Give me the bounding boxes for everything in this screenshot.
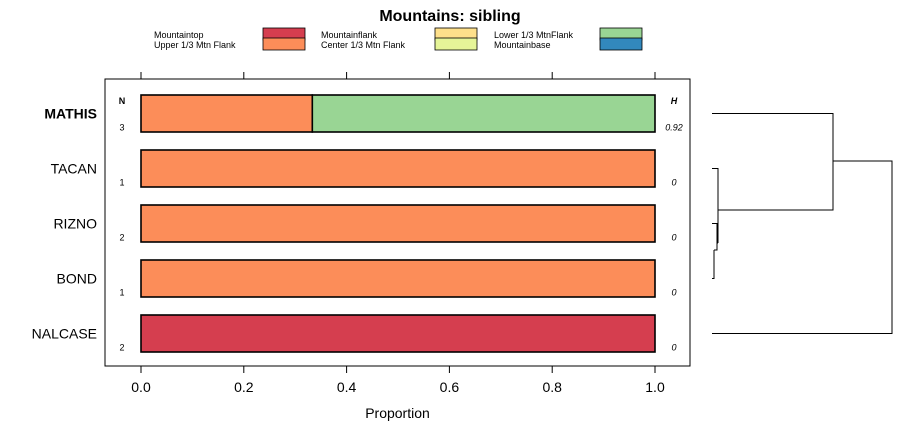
legend-swatch-center-1-3-mtn-flank [434,37,478,51]
n-column-header: N [119,96,126,106]
dendrogram-branch-mathis [712,113,834,161]
x-tick-label: 0.0 [131,379,151,395]
bar-segment-mathis-upper-1-3-mtn-flank [140,94,314,133]
plot-frame [104,78,691,367]
bars [140,94,656,353]
row-label-tacan: TACAN [51,161,97,177]
legend-label-mountainflank: Mountainflank [321,30,378,40]
chart-title: Mountains: sibling [379,8,520,25]
legend-label-lower-1-3-mtnflank: Lower 1/3 MtnFlank [494,30,574,40]
legend-label-center-1-3-mtn-flank: Center 1/3 Mtn Flank [321,40,406,50]
dendrogram-branch-bond [712,250,715,279]
dendrogram [712,113,893,334]
row-n-nalcase: 2 [119,343,124,353]
dendrogram-branch-nalcase [712,160,893,334]
h-column-header: H [671,96,678,106]
dendrogram-branch-tacan [712,168,719,196]
bar-segment-nalcase-mountaintop [140,314,656,353]
row-h-mathis: 0.92 [665,123,683,133]
row-h-tacan: 0 [671,178,676,188]
row-h-rizno: 0 [671,233,676,243]
x-axis: 0.0 0.2 0.4 0.6 0.8 1.0 [131,72,665,395]
x-tick-label: 1.0 [645,379,665,395]
row-label-mathis: MATHIS [44,106,97,122]
row-n-bond: 1 [119,288,124,298]
row-label-nalcase: NALCASE [32,326,97,342]
row-n-tacan: 1 [119,178,124,188]
bar-segment-bond-upper-1-3-mtn-flank [140,259,656,298]
dendrogram-join-rizno-bond [714,236,718,251]
x-tick-label: 0.4 [337,379,357,395]
dendrogram-branch-rizno [712,223,718,237]
bar-segment-mathis-lower-1-3-mtnflank [311,94,656,133]
row-n-mathis: 3 [119,123,124,133]
legend-swatch-upper-1-3-mtn-flank [262,37,306,51]
row-label-rizno: RIZNO [53,216,97,232]
dendrogram-join-tacan-group [717,161,834,243]
legend-label-mountaintop: Mountaintop [154,30,204,40]
legend-swatch-mountainbase [599,37,643,51]
x-tick-label: 0.8 [542,379,562,395]
x-tick-label: 0.2 [234,379,254,395]
row-label-bond: BOND [57,271,97,287]
row-labels: MATHIS 3 0.92 TACAN 1 0 RIZNO 2 0 BOND 1 0 NALCASE 2 0 [32,106,683,353]
row-n-rizno: 2 [119,233,124,243]
x-tick-label: 0.6 [440,379,460,395]
bar-segment-tacan-upper-1-3-mtn-flank [140,149,656,188]
x-axis-label: Proportion [365,405,430,421]
row-h-nalcase: 0 [671,343,676,353]
legend-label-upper-1-3-mtn-flank: Upper 1/3 Mtn Flank [154,40,236,50]
row-h-bond: 0 [671,288,676,298]
bar-segment-rizno-upper-1-3-mtn-flank [140,204,656,243]
legend-label-mountainbase: Mountainbase [494,40,551,50]
